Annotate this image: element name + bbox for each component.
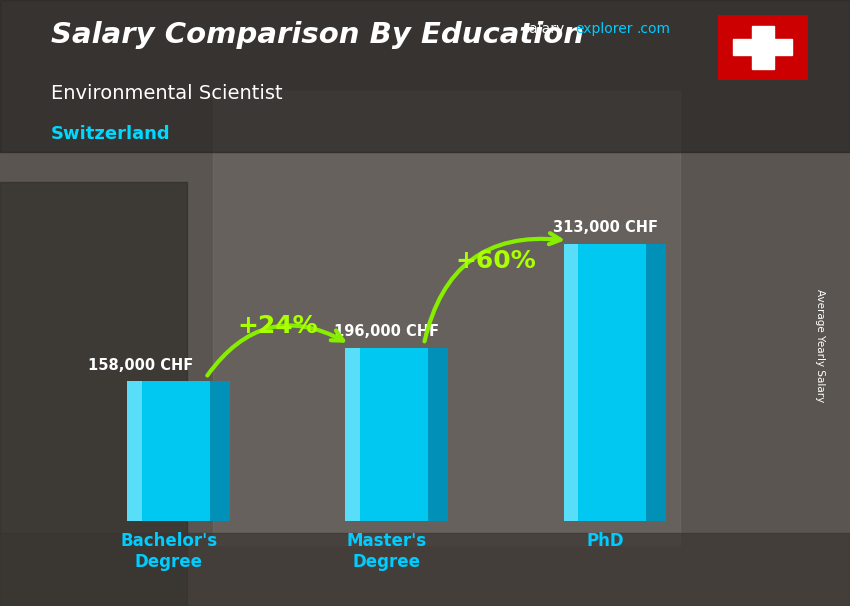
Text: 158,000 CHF: 158,000 CHF bbox=[88, 358, 193, 373]
Text: 313,000 CHF: 313,000 CHF bbox=[552, 221, 658, 235]
Text: Environmental Scientist: Environmental Scientist bbox=[51, 84, 282, 102]
Bar bbox=[0, 182, 187, 606]
Polygon shape bbox=[128, 381, 210, 521]
Bar bbox=[0, 533, 850, 606]
Polygon shape bbox=[428, 348, 448, 521]
Text: +60%: +60% bbox=[456, 249, 536, 273]
Bar bbox=[752, 25, 774, 69]
Polygon shape bbox=[128, 381, 142, 521]
Text: Salary Comparison By Education: Salary Comparison By Education bbox=[51, 21, 584, 49]
Text: +24%: +24% bbox=[237, 314, 318, 338]
Text: explorer: explorer bbox=[575, 22, 633, 36]
Text: .com: .com bbox=[637, 22, 671, 36]
Polygon shape bbox=[345, 348, 360, 521]
Polygon shape bbox=[647, 244, 666, 521]
Polygon shape bbox=[564, 244, 579, 521]
Bar bbox=[212, 91, 680, 545]
Text: 196,000 CHF: 196,000 CHF bbox=[334, 324, 439, 339]
Polygon shape bbox=[345, 348, 428, 521]
Text: Average Yearly Salary: Average Yearly Salary bbox=[815, 289, 825, 402]
Bar bbox=[734, 39, 792, 55]
Text: Switzerland: Switzerland bbox=[51, 125, 171, 144]
Polygon shape bbox=[210, 381, 230, 521]
Polygon shape bbox=[564, 244, 647, 521]
Bar bbox=[0, 0, 850, 152]
Text: salary: salary bbox=[523, 22, 565, 36]
